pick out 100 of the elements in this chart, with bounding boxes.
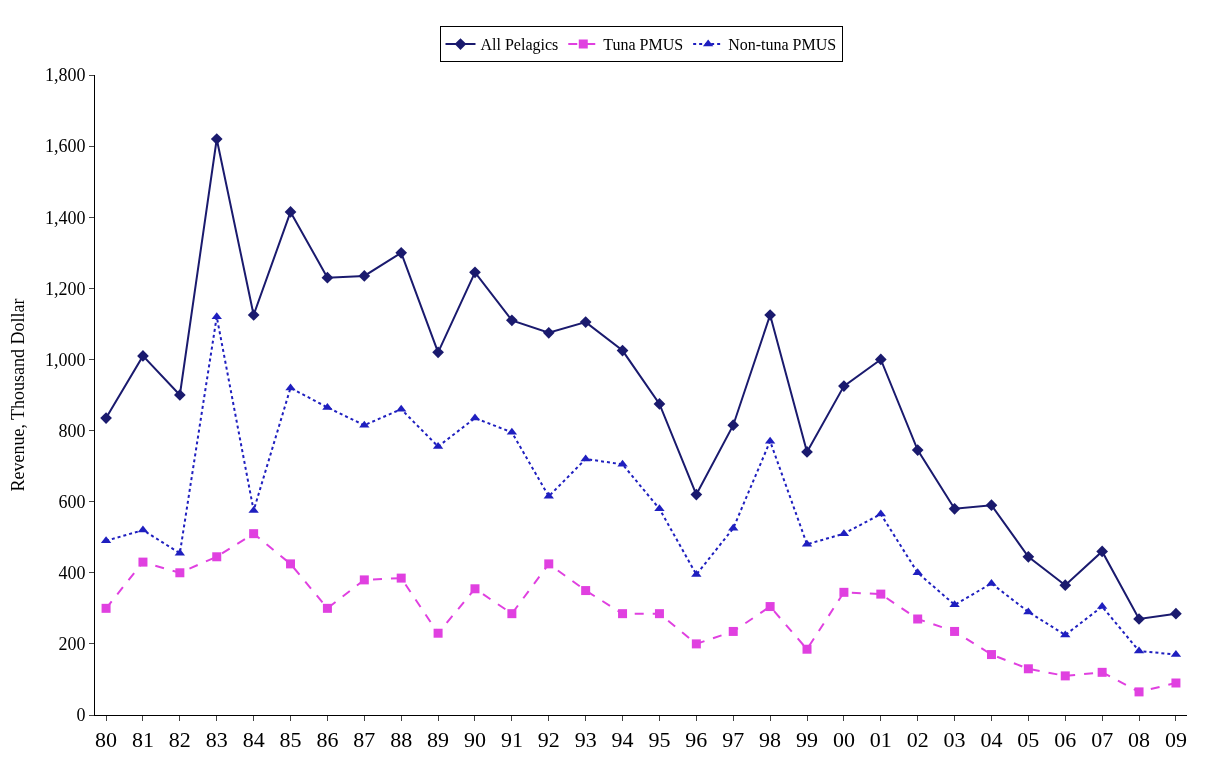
point [911,444,924,456]
y-axis-title: Revenue, Thousand Dollar [8,298,29,492]
x-tick-label: 07 [1091,727,1114,753]
point [212,552,222,562]
x-tick-label: 96 [685,727,708,753]
x-tick-label: 04 [980,727,1003,753]
point [1170,607,1182,620]
point [1023,664,1033,674]
point [913,614,923,624]
x-tick-label: 86 [316,727,339,753]
point [322,402,333,410]
point [1134,687,1144,697]
point [396,573,406,583]
point [175,568,185,578]
point [286,559,296,569]
point [581,586,591,596]
point [138,557,148,567]
point [507,609,517,619]
point [839,587,849,597]
point [690,488,703,501]
point [469,266,481,279]
y-tick-label: 1,800 [44,65,86,86]
x-tick-label: 81 [131,727,154,753]
point [100,412,112,424]
point [543,491,554,499]
point [985,499,998,512]
point [949,600,960,608]
point [249,529,259,539]
x-tick-label: 99 [796,727,819,753]
x-tick-label: 05 [1017,727,1040,753]
point [1023,607,1034,615]
y-tick-label: 1,200 [44,278,86,299]
legend-label: Tuna PMUS [603,36,684,54]
x-tick-label: 06 [1054,727,1077,753]
point [358,270,371,282]
point [542,326,555,339]
x-tick-label: 84 [242,727,265,753]
x-tick-label: 02 [906,727,929,753]
point [321,271,334,284]
point [876,589,886,599]
y-tick-label: 1,000 [44,349,86,370]
point [1096,545,1108,558]
point [580,454,591,462]
x-tick-label: 94 [611,727,634,753]
point [322,603,332,613]
x-tick-label: 90 [463,727,486,753]
point [986,650,996,660]
point [1059,579,1072,592]
x-tick-label: 08 [1128,727,1151,753]
legend-label: All Pelagics [480,36,559,55]
point [395,246,408,259]
point [579,316,592,328]
y-tick-label: 600 [58,491,86,512]
point [1097,667,1107,677]
point [986,578,997,586]
point [137,350,149,362]
point [1171,678,1181,688]
x-tick-label: 09 [1164,727,1187,753]
point [654,609,664,619]
x-tick-label: 01 [869,727,892,753]
point [432,346,444,359]
y-tick-label: 1,600 [44,136,86,157]
x-tick-label: 00 [832,727,855,753]
y-tick-label: 0 [76,705,86,726]
point [654,504,665,512]
point [950,626,960,636]
x-tick-label: 88 [390,727,413,753]
point [210,133,223,145]
point [765,602,775,612]
point [802,644,812,654]
point [101,603,111,613]
point [727,419,740,432]
point [211,312,222,320]
point [948,502,961,515]
y-tick-label: 1,400 [44,207,86,228]
point [874,353,887,366]
point [1022,550,1035,563]
point [728,523,739,531]
point [284,206,297,218]
point [506,314,518,327]
x-tick-label: 91 [500,727,523,753]
point [174,389,186,401]
point [912,568,923,576]
x-tick-label: 85 [279,727,302,753]
point [617,459,628,467]
point [544,559,554,569]
point [653,398,666,410]
point [1060,671,1070,681]
point [838,380,850,392]
point [616,344,629,357]
x-tick-label: 95 [648,727,671,753]
x-tick-label: 82 [168,727,191,753]
x-tick-label: 03 [943,727,966,753]
point [691,639,701,649]
x-tick-label: 93 [574,727,597,753]
x-tick-label: 89 [427,727,450,753]
y-tick-label: 200 [58,634,86,655]
point [728,626,738,636]
x-tick-label: 87 [353,727,376,753]
x-tick-label: 83 [205,727,228,753]
